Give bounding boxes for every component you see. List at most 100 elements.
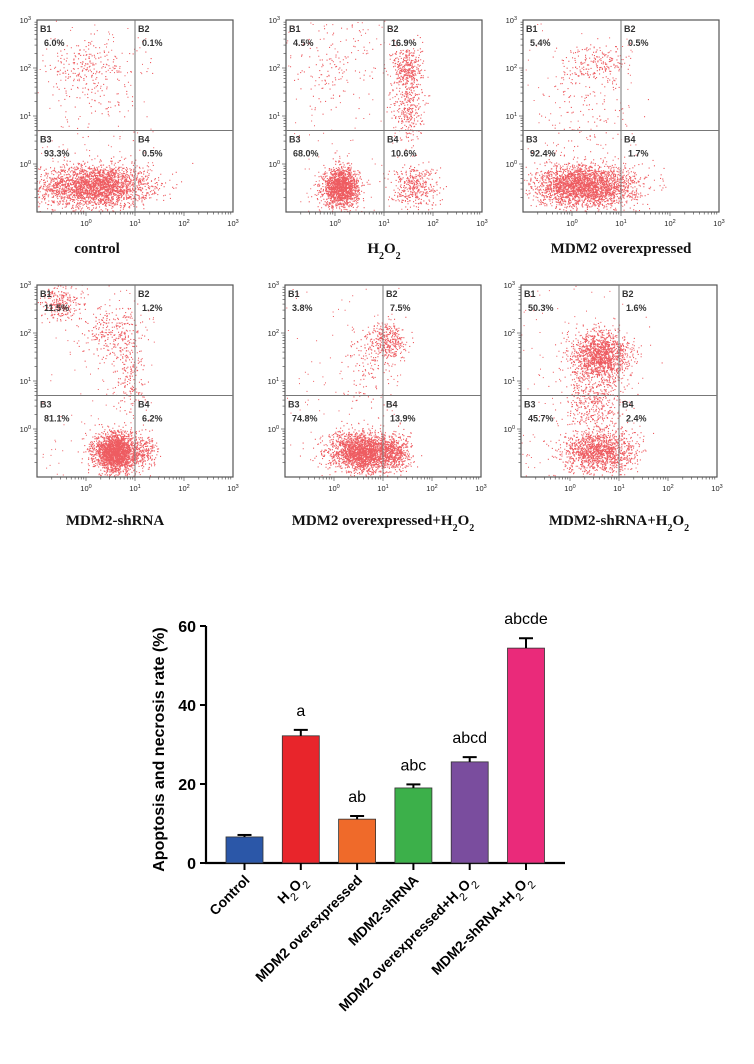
quadrant-b3-percent: 93.3%	[44, 148, 70, 158]
flow-panel-5: 100 101 102 103 100 101 102 103 B1 3.8% B2 7.5% B3 74…	[268, 281, 487, 534]
quadrant-b2-name: B2	[624, 24, 636, 34]
quadrant-b4-percent: 2.4%	[626, 413, 647, 423]
quadrant-b1-percent: 4.5%	[293, 38, 314, 48]
quadrant-b3-name: B3	[524, 399, 536, 409]
bar-6[interactable]	[507, 647, 545, 864]
quadrant-b3-name: B3	[288, 399, 300, 409]
quadrant-b3-name: B3	[289, 134, 301, 144]
panel-title: MDM2 overexpressed	[551, 241, 692, 257]
quadrant-b1-percent: 6.0%	[44, 38, 65, 48]
bar-3[interactable]	[338, 818, 377, 864]
bar-4[interactable]	[394, 787, 433, 864]
y-tick-label: 102	[268, 329, 279, 338]
flow-panel-1: 100 101 102 103 100 101 102 103 B1 6.0% B2 0.1% B3 93…	[20, 16, 239, 257]
x-tick-label: 101	[129, 484, 140, 493]
panel-title: MDM2 overexpressed+H2O2	[292, 513, 475, 534]
quadrant-b2-percent: 7.5%	[390, 303, 411, 313]
panel-title: MDM2-shRNA	[66, 513, 164, 529]
x-tick-label: 102	[178, 484, 189, 493]
quadrant-b4-percent: 1.7%	[628, 148, 649, 158]
bar-5[interactable]	[450, 761, 489, 864]
quadrant-b4-percent: 0.5%	[142, 148, 163, 158]
flow-panel-6: 100 101 102 103 100 101 102 103 B1 50.3% B2 1.6% B3 4…	[504, 281, 723, 534]
bar-2[interactable]	[281, 735, 320, 864]
quadrant-b1-percent: 11.5%	[44, 303, 69, 313]
x-tick-label: 103	[713, 219, 724, 228]
event-dots	[37, 20, 194, 212]
y-tick-label: 102	[506, 64, 517, 73]
x-tick-label: 103	[711, 484, 722, 493]
quadrant-b3-percent: 45.7%	[528, 413, 554, 423]
y-tick-label: 100	[504, 425, 515, 434]
x-tick-label: 102	[662, 484, 673, 493]
panel-title: MDM2-shRNA+H2O2	[549, 513, 689, 534]
bar-chart-group: 0 20 40 60 Apoptosis and necrosis rate (%) Co…	[151, 611, 565, 1018]
y-tick-label: 100	[20, 425, 31, 434]
y-tick-label: 101	[504, 377, 515, 386]
y-tick-label: 100	[269, 160, 280, 169]
y-tick-label: 103	[506, 16, 517, 25]
x-tick-label: 103	[227, 219, 238, 228]
y-tick-label: 103	[20, 16, 31, 25]
quadrant-b2-percent: 1.2%	[142, 303, 163, 313]
quadrant-b4-name: B4	[622, 399, 634, 409]
quadrant-b4-name: B4	[138, 134, 150, 144]
quadrant-b1-percent: 3.8%	[292, 303, 313, 313]
y-tick-label: 101	[269, 112, 280, 121]
flow-panel-4: 100 101 102 103 100 101 102 103 B1 11.5% B2 1.2% B3 8…	[20, 281, 239, 529]
y-tick-label: 102	[504, 329, 515, 338]
quadrant-b3-percent: 74.8%	[292, 413, 318, 423]
x-tick-label: 101	[378, 219, 389, 228]
quadrant-b3-percent: 68.0%	[293, 148, 319, 158]
category-label: MDM2 overexpressed+H2O2	[335, 872, 482, 1019]
event-dots	[286, 20, 447, 212]
significance-label: abcd	[452, 730, 487, 747]
quadrant-b3-name: B3	[526, 134, 538, 144]
y-axis-label: Apoptosis and necrosis rate (%)	[151, 627, 168, 872]
quadrant-b2-name: B2	[138, 24, 150, 34]
x-tick-label: 102	[427, 219, 438, 228]
y-tick-label: 0	[187, 856, 196, 873]
flow-panel-3: 100 101 102 103 100 101 102 103 B1 5.4% B2 0.5% B3 92…	[506, 16, 725, 257]
quadrant-b2-name: B2	[622, 289, 634, 299]
quadrant-b4-percent: 6.2%	[142, 413, 163, 423]
quadrant-b4-percent: 10.6%	[391, 148, 417, 158]
quadrant-b2-percent: 0.1%	[142, 38, 163, 48]
quadrant-b2-name: B2	[138, 289, 150, 299]
quadrant-b2-name: B2	[386, 289, 398, 299]
x-tick-label: 100	[80, 219, 91, 228]
x-tick-label: 102	[426, 484, 437, 493]
quadrant-b3-name: B3	[40, 399, 52, 409]
y-tick-label: 100	[20, 160, 31, 169]
quadrant-b3-percent: 92.4%	[530, 148, 556, 158]
quadrant-b4-name: B4	[386, 399, 398, 409]
flow-cytometry-panels: 100 101 102 103 100 101 102 103 B1 6.0% B2 0.1% B3 93…	[20, 16, 725, 534]
quadrant-b1-name: B1	[289, 24, 301, 34]
panel-title: H2O2	[367, 241, 400, 262]
y-tick-label: 102	[20, 64, 31, 73]
quadrant-b1-percent: 50.3%	[528, 303, 554, 313]
significance-label: abcde	[504, 611, 548, 628]
category-label: MDM2 overexpressed	[252, 872, 365, 985]
category-label: H2O2	[274, 872, 313, 911]
event-dots	[521, 285, 663, 477]
quadrant-b2-percent: 0.5%	[628, 38, 649, 48]
y-tick-label: 102	[20, 329, 31, 338]
y-tick-label: 103	[20, 281, 31, 290]
quadrant-b3-percent: 81.1%	[44, 413, 70, 423]
event-dots	[37, 285, 162, 477]
y-tick-label: 60	[178, 619, 196, 636]
x-tick-label: 102	[178, 219, 189, 228]
quadrant-b1-name: B1	[40, 289, 52, 299]
bar-1[interactable]	[225, 836, 264, 864]
significance-label: ab	[348, 789, 366, 806]
y-tick-label: 100	[506, 160, 517, 169]
x-tick-label: 103	[227, 484, 238, 493]
significance-label: abc	[401, 757, 427, 774]
quadrant-b2-name: B2	[387, 24, 399, 34]
quadrant-b4-name: B4	[624, 134, 636, 144]
quadrant-b1-name: B1	[524, 289, 536, 299]
category-label: Control	[206, 872, 253, 919]
y-tick-label: 20	[178, 777, 196, 794]
panel-title: control	[74, 241, 120, 257]
